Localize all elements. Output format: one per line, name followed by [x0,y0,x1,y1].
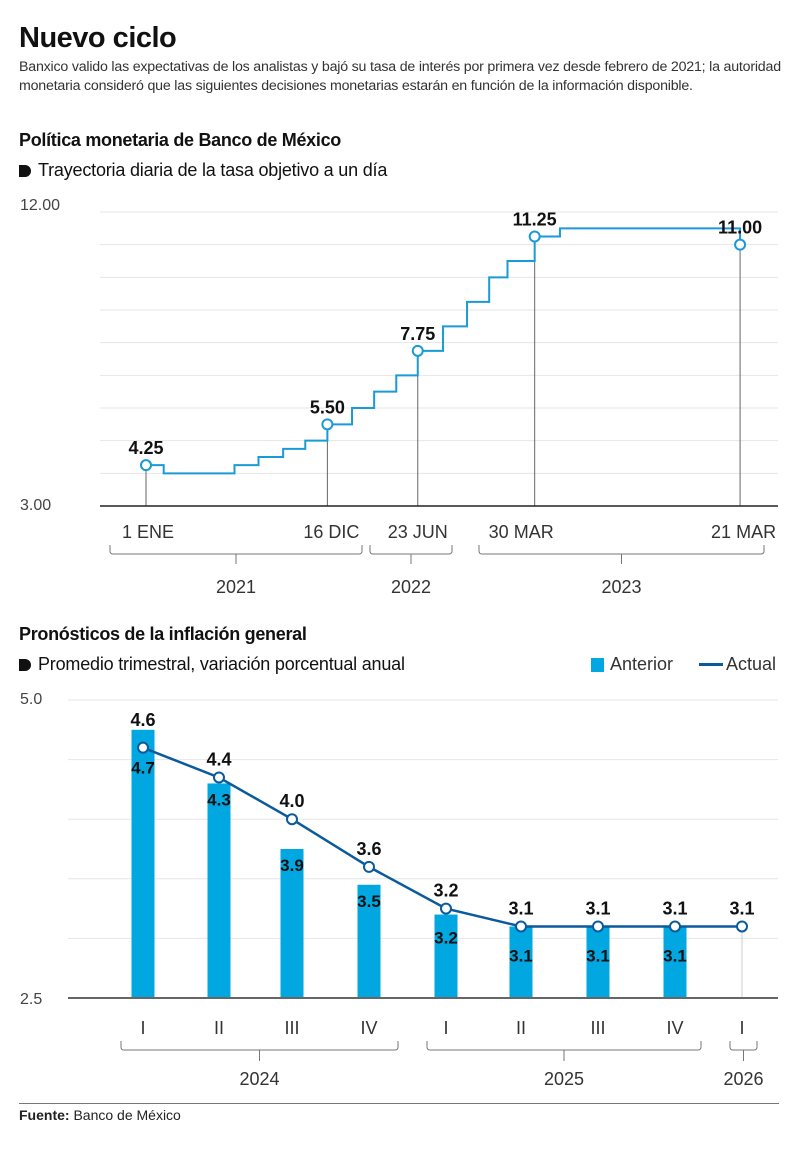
section2-subtitle-text: Promedio trimestral, variación porcentua… [38,654,405,674]
x-tick-label: I [140,1018,145,1038]
bar-anterior [280,849,304,998]
source-label: Fuente: [19,1107,70,1123]
anterior-label: 3.5 [357,892,381,911]
actual-point [515,920,527,933]
section1-subtitle-text: Trayectoria diaria de la tasa objetivo a… [38,160,388,180]
rate-point [321,418,334,431]
year-bracket [369,545,453,564]
rate-point-label: 5.50 [310,397,345,417]
year-bracket [729,1041,758,1061]
year-label: 2025 [544,1069,584,1089]
inflation-chart: 5.0 2.5 4.6 4.4 4.0 3.6 3.2 3.1 3.1 3.1 3.1 4.7 4.3 3… [20,691,778,1089]
year-label: 2026 [723,1069,763,1089]
rate-step-line [146,227,742,475]
actual-point [213,771,225,784]
rate-point-label: 7.75 [400,324,435,344]
x-tick-label: IV [666,1018,683,1038]
section1-subtitle: Trayectoria diaria de la tasa objetivo a… [19,160,387,181]
rate-point [411,344,424,357]
actual-label: 3.1 [585,898,610,918]
page-title: Nuevo ciclo [19,22,177,54]
bar-anterior [586,926,610,998]
actual-label: 3.1 [729,898,754,918]
source-divider [19,1103,779,1104]
actual-point [137,741,149,754]
year-bracket [120,1041,399,1061]
rate-point-label: 4.25 [128,438,163,458]
y-tick-label: 12.00 [20,197,60,214]
rate-point [734,238,747,251]
y-tick-label: 3.00 [20,497,51,514]
section2-title: Pronósticos de la inflación general [19,624,307,644]
actual-label: 4.4 [206,749,231,769]
legend-swatch-actual [698,663,723,666]
actual-point [440,902,452,915]
section1-title: Política monetaria de Banco de México [19,130,341,150]
actual-label: 3.2 [433,881,458,901]
bar-anterior [509,926,533,998]
year-label: 2021 [216,577,256,597]
year-label: 2023 [601,577,641,597]
bullet-icon [19,658,31,671]
anterior-label: 3.9 [280,856,304,875]
bullet-icon [19,164,31,177]
actual-label: 4.0 [279,791,304,811]
legend-label-anterior: Anterior [609,654,673,674]
anterior-label: 4.3 [207,790,231,809]
source-note: Fuente: Banco de México [19,1107,181,1123]
bar-anterior [207,783,231,998]
chart-legend: Anterior Actual [590,654,776,675]
legend-swatch-anterior [590,657,604,672]
actual-label: 3.1 [508,898,533,918]
actual-label: 4.6 [130,710,155,730]
bar-anterior [357,884,381,998]
rate-point-label: 11.25 [513,210,557,230]
rate-chart: 12.00 3.00 4.25 5.50 7.75 11.25 11.00 1 ENE 16 D… [20,197,778,597]
actual-point [736,920,748,933]
x-tick-label: I [739,1018,744,1038]
x-tick-label: 21 MAR [711,522,776,542]
year-label: 2022 [391,577,431,597]
x-tick-label: IV [360,1018,377,1038]
x-tick-label: III [284,1018,299,1038]
x-tick-label: III [590,1018,605,1038]
x-tick-label: II [516,1018,526,1038]
actual-point [363,860,375,873]
x-tick-label: 16 DIC [303,522,359,542]
x-tick-label: I [443,1018,448,1038]
y-tick-label: 5.0 [20,691,42,708]
x-tick-label: 23 JUN [388,522,448,542]
bar-anterior [434,914,458,998]
year-label: 2024 [239,1069,279,1089]
section2-subtitle: Promedio trimestral, variación porcentua… [19,654,405,675]
anterior-label: 3.1 [586,946,610,965]
y-tick-label: 2.5 [20,991,42,1008]
rate-point [528,230,541,243]
anterior-label: 4.7 [131,759,155,778]
actual-point [286,813,298,826]
rate-point-label: 11.00 [718,218,762,238]
bar-anterior [131,729,155,998]
anterior-label: 3.2 [434,929,458,948]
legend-label-actual: Actual [725,654,776,674]
source-value: Banco de México [73,1107,181,1123]
rate-point [140,459,152,472]
anterior-label: 3.1 [509,946,533,965]
x-tick-label: 30 MAR [489,522,554,542]
actual-label: 3.1 [662,898,687,918]
anterior-label: 3.1 [663,946,687,965]
actual-label: 3.6 [356,839,381,859]
bar-anterior [663,926,687,998]
year-bracket [109,545,363,564]
actual-point [669,920,681,933]
x-tick-label: II [214,1018,224,1038]
year-bracket [426,1041,702,1061]
intro-text: Banxico valido las expectativas de los a… [19,59,781,94]
year-bracket [478,545,765,564]
x-tick-label: 1 ENE [122,522,174,542]
actual-point [592,920,604,933]
